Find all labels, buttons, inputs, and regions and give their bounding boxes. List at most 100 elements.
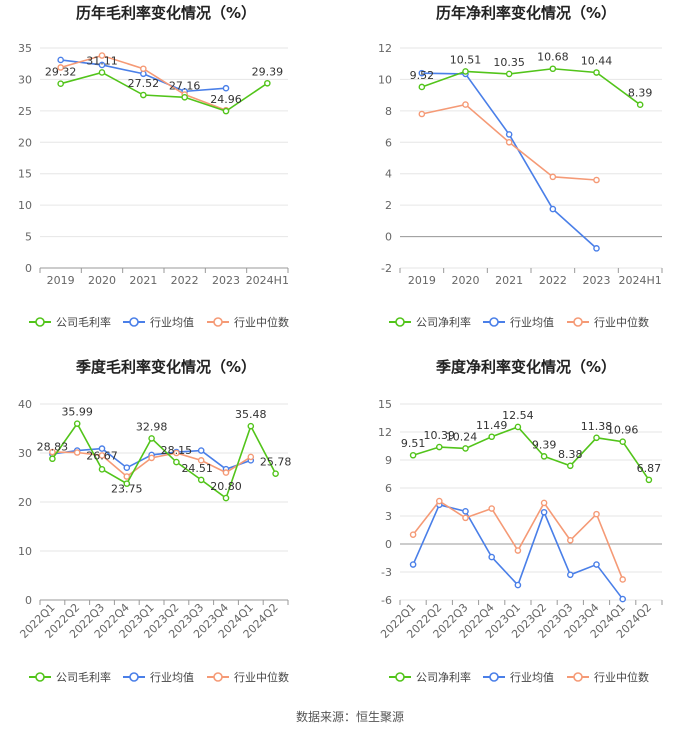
data-point-company bbox=[264, 79, 271, 87]
y-tick-label: 5 bbox=[25, 231, 32, 244]
data-point-median bbox=[57, 64, 64, 71]
data-label: 27.16 bbox=[169, 79, 201, 92]
data-label: 11.38 bbox=[581, 420, 613, 433]
legend-marker-avg bbox=[129, 317, 139, 327]
data-label: 10.35 bbox=[493, 56, 525, 69]
data-label: 12.54 bbox=[502, 409, 534, 422]
data-point-median bbox=[435, 497, 443, 505]
y-tick-label: 4 bbox=[385, 168, 392, 181]
y-tick-label: -2 bbox=[381, 262, 392, 275]
y-tick-label: -6 bbox=[381, 594, 392, 607]
data-point-avg bbox=[549, 205, 557, 213]
series-line-avg bbox=[421, 72, 598, 249]
data-point-median bbox=[488, 505, 496, 512]
series-line-median bbox=[412, 499, 624, 580]
y-tick-label: 0 bbox=[25, 262, 32, 275]
y-tick-label: 12 bbox=[378, 42, 392, 55]
data-point-avg bbox=[222, 84, 230, 92]
data-point-company bbox=[462, 68, 469, 75]
data-point-median bbox=[593, 510, 600, 518]
chart-title: 季度毛利率变化情况（%） bbox=[76, 358, 256, 376]
data-label: 10.39 bbox=[424, 429, 456, 442]
x-tick-label: 2024H1 bbox=[246, 274, 289, 287]
data-point-company bbox=[488, 433, 496, 441]
data-point-company bbox=[549, 65, 557, 73]
y-tick-label: 3 bbox=[385, 510, 392, 523]
data-point-median bbox=[123, 473, 131, 480]
data-point-company bbox=[409, 451, 417, 459]
legend-label-median: 行业中位数 bbox=[594, 315, 649, 329]
data-label: 10.24 bbox=[446, 430, 478, 443]
data-point-company bbox=[197, 476, 205, 484]
data-label: 9.51 bbox=[401, 437, 426, 450]
x-tick-label: 2021 bbox=[495, 274, 523, 287]
y-tick-label: 6 bbox=[385, 482, 392, 495]
data-point-median bbox=[514, 547, 522, 554]
y-tick-label: 20 bbox=[18, 496, 32, 509]
data-point-avg bbox=[619, 595, 627, 603]
data-point-avg bbox=[514, 581, 522, 589]
legend-marker-avg bbox=[489, 672, 499, 682]
data-point-company bbox=[123, 480, 131, 487]
data-point-company bbox=[514, 423, 522, 431]
data-label: 31.11 bbox=[86, 54, 118, 67]
y-tick-label: 40 bbox=[18, 398, 32, 411]
x-tick-label: 2020 bbox=[88, 274, 116, 287]
data-point-median bbox=[173, 449, 180, 457]
data-point-avg bbox=[98, 445, 106, 452]
legend-label-avg: 行业均值 bbox=[510, 671, 554, 684]
data-label: 35.48 bbox=[235, 408, 267, 421]
data-point-median bbox=[148, 454, 155, 462]
legend-label-avg: 行业均值 bbox=[150, 671, 194, 684]
data-point-median bbox=[222, 469, 230, 476]
x-tick-label: 2023 bbox=[583, 274, 611, 287]
legend-marker-median bbox=[213, 672, 223, 682]
x-tick-label: 2019 bbox=[47, 274, 75, 287]
data-point-median bbox=[540, 499, 548, 507]
data-label: 28.83 bbox=[37, 441, 69, 454]
series-line-company bbox=[51, 422, 277, 500]
y-tick-label: 10 bbox=[18, 545, 32, 558]
data-point-company bbox=[593, 434, 600, 442]
y-tick-label: 0 bbox=[385, 231, 392, 244]
data-point-avg bbox=[197, 447, 205, 454]
data-point-median bbox=[73, 449, 81, 456]
data-label: 10.68 bbox=[537, 51, 569, 64]
legend-marker-company bbox=[395, 672, 405, 682]
legend-marker-company bbox=[35, 317, 45, 327]
series-line-company bbox=[60, 71, 268, 112]
data-label: 35.99 bbox=[61, 406, 93, 419]
chart-title: 历年净利率变化情况（%） bbox=[436, 4, 616, 22]
y-tick-label: -3 bbox=[381, 566, 392, 579]
legend-label-median: 行业中位数 bbox=[594, 670, 649, 684]
y-tick-label: 6 bbox=[385, 136, 392, 149]
data-label: 20.80 bbox=[210, 480, 242, 493]
chart-panel-4: 季度净利率变化情况（%）-6-3036912152022Q12022Q22022… bbox=[378, 358, 663, 684]
data-point-company bbox=[619, 438, 627, 446]
data-label: 9.39 bbox=[532, 438, 557, 451]
y-tick-label: 20 bbox=[18, 136, 32, 149]
data-point-company bbox=[57, 80, 64, 88]
data-point-median bbox=[98, 52, 106, 59]
legend-marker-median bbox=[213, 317, 223, 327]
chart-title: 季度净利率变化情况（%） bbox=[436, 358, 616, 376]
data-point-avg bbox=[57, 56, 64, 64]
data-point-company bbox=[505, 70, 513, 78]
legend-label-median: 行业中位数 bbox=[234, 670, 289, 684]
y-tick-label: 30 bbox=[18, 447, 32, 460]
data-point-company bbox=[540, 453, 548, 460]
data-point-company bbox=[148, 435, 155, 442]
data-point-company bbox=[462, 445, 469, 452]
data-label: 29.39 bbox=[252, 65, 284, 78]
chart-legend: 公司毛利率 行业均值 行业中位数 bbox=[29, 670, 289, 684]
data-label: 6.87 bbox=[637, 462, 662, 475]
data-point-company bbox=[418, 83, 426, 91]
data-label: 10.51 bbox=[450, 53, 482, 66]
data-point-median bbox=[98, 452, 106, 459]
x-tick-label: 2022 bbox=[171, 274, 199, 287]
data-point-avg bbox=[593, 245, 600, 252]
y-tick-label: 8 bbox=[385, 105, 392, 118]
data-point-avg bbox=[505, 131, 513, 138]
data-point-median bbox=[619, 576, 627, 583]
